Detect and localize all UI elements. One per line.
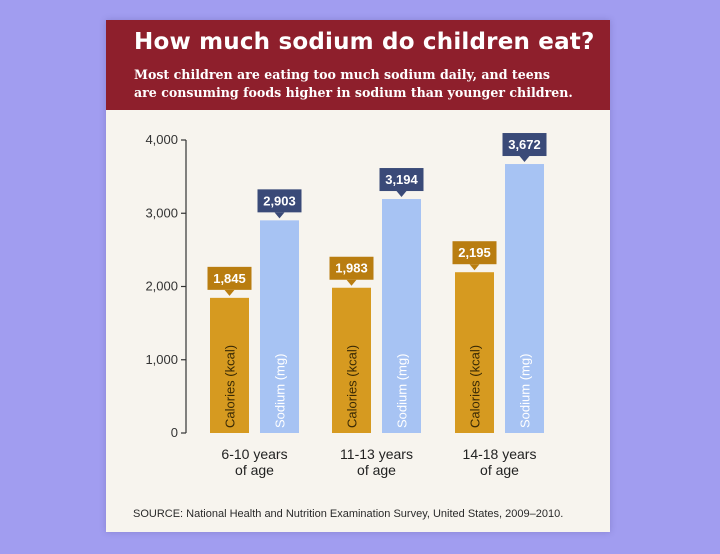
infographic-card: How much sodium do children eat? Most ch… (106, 20, 610, 532)
data-label: 3,194 (385, 172, 418, 187)
x-category-label-line2: of age (357, 462, 396, 478)
y-tick-label: 1,000 (145, 352, 178, 367)
data-label-box (379, 168, 424, 192)
data-label-pointer (396, 191, 407, 198)
data-label: 2,903 (263, 193, 296, 208)
series-name-label: Sodium (mg) (518, 354, 533, 428)
data-label-box (207, 266, 252, 290)
x-category-label-line1: 6-10 years (221, 446, 287, 462)
bar (505, 164, 544, 433)
x-category-label-line1: 14-18 years (463, 446, 537, 462)
data-label-box (329, 256, 374, 280)
data-label-box (502, 133, 547, 157)
series-name-label: Sodium (mg) (395, 354, 410, 428)
bar-chart: 0 1,000 2,000 3,000 4,000 1,845 Calories (kcal… (145, 132, 547, 478)
data-label-pointer (224, 289, 235, 296)
chart-subtitle: Most children are eating too much sodium… (134, 66, 604, 102)
data-label: 1,983 (335, 261, 368, 276)
y-tick-label: 2,000 (145, 279, 178, 294)
data-label-box (257, 189, 302, 213)
bar (455, 272, 494, 433)
data-label-pointer (274, 212, 285, 219)
chart-title: How much sodium do children eat? (134, 29, 595, 55)
y-tick-label: 3,000 (145, 205, 178, 220)
source-note: SOURCE: National Health and Nutrition Ex… (133, 508, 564, 520)
data-label-pointer (346, 279, 357, 286)
data-label-pointer (519, 156, 530, 163)
subtitle-line-2: are consuming foods higher in sodium tha… (134, 85, 573, 100)
series-name-label: Calories (kcal) (345, 345, 360, 428)
series-name-label: Calories (kcal) (468, 345, 483, 428)
header-banner: How much sodium do children eat? Most ch… (106, 20, 610, 110)
data-label: 3,672 (508, 137, 541, 152)
x-category-label-line2: of age (235, 462, 274, 478)
bar (332, 287, 371, 433)
y-tick-label: 4,000 (145, 132, 178, 147)
data-label-pointer (469, 264, 480, 271)
y-tick-label: 0 (171, 425, 178, 440)
data-label: 1,845 (213, 271, 246, 286)
data-label-box (452, 241, 497, 265)
series-name-label: Sodium (mg) (273, 354, 288, 428)
bar (260, 220, 299, 433)
data-label: 2,195 (458, 245, 491, 260)
bar (210, 297, 249, 433)
x-category-label-line1: 11-13 years (340, 446, 413, 462)
bar (382, 199, 421, 433)
x-category-label-line2: of age (480, 462, 519, 478)
subtitle-line-1: Most children are eating too much sodium… (134, 67, 550, 82)
series-name-label: Calories (kcal) (223, 345, 238, 428)
